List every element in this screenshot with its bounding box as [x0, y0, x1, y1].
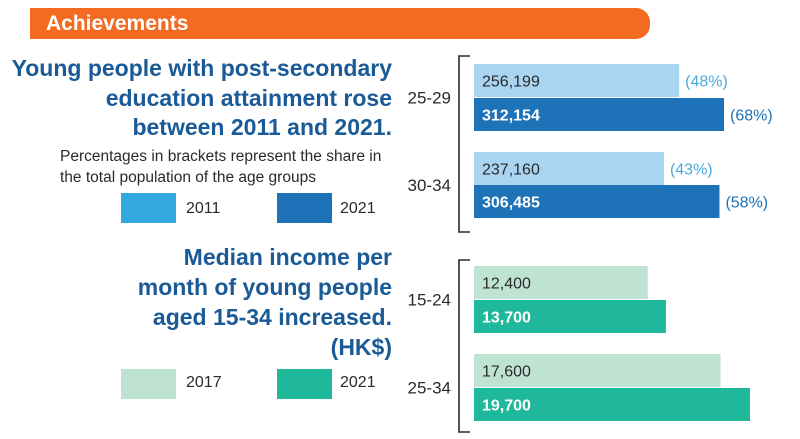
- bar: [474, 266, 648, 299]
- bar: [474, 64, 680, 97]
- value-label: 312,154: [482, 108, 540, 125]
- legend-label-2011: 2011: [186, 200, 221, 217]
- percent-label: (43%): [670, 162, 713, 179]
- value-label: 13,700: [482, 310, 531, 327]
- axis-line: [458, 259, 470, 433]
- income-headline-line: Median income per: [183, 244, 392, 270]
- value-label: 19,700: [482, 398, 531, 415]
- income-headline-line: aged 15-34 increased.: [152, 304, 392, 330]
- percent-label: (48%): [685, 74, 728, 91]
- legend-swatch-2021: [277, 193, 332, 223]
- legend-swatch-income-2021: [277, 369, 332, 399]
- category-label: 30-34: [408, 176, 451, 195]
- legend-swatch-2011: [121, 193, 176, 223]
- education-headline: Young people with post-secondary educati…: [12, 54, 392, 143]
- legend-label-2021: 2021: [340, 200, 376, 217]
- bar: [474, 185, 720, 218]
- percent-label: (58%): [725, 195, 768, 212]
- legend-swatch-2017: [121, 369, 176, 399]
- education-headline-line: Young people with post-secondary: [11, 55, 392, 81]
- bar: [474, 388, 750, 421]
- category-label: 25-29: [408, 89, 451, 108]
- percent-label: (68%): [730, 108, 773, 125]
- percentage-note: Percentages in brackets represent the sh…: [60, 148, 382, 186]
- category-label: 25-34: [408, 379, 451, 398]
- value-label: 17,600: [482, 364, 531, 381]
- income-headline-line: (HK$): [330, 334, 392, 360]
- value-label: 256,199: [482, 74, 540, 91]
- bar: [474, 152, 664, 185]
- income-headline-line: month of young people: [137, 274, 392, 300]
- legend-label-2017: 2017: [186, 374, 222, 391]
- section-banner: Achievements: [30, 8, 650, 39]
- bar: [474, 300, 666, 333]
- legend-label-income-2021: 2021: [340, 374, 376, 391]
- axis-line: [458, 55, 470, 233]
- bar: [474, 98, 724, 131]
- value-label: 237,160: [482, 162, 540, 179]
- income-headline: Median income per month of young people …: [138, 242, 392, 362]
- value-label: 306,485: [482, 195, 540, 212]
- education-headline-line: between 2011 and 2021.: [132, 114, 392, 140]
- value-label: 12,400: [482, 276, 531, 293]
- bar: [474, 354, 721, 387]
- banner-title: Achievements: [46, 12, 189, 35]
- education-headline-line: education attainment rose: [105, 84, 392, 111]
- category-label: 15-24: [408, 291, 451, 310]
